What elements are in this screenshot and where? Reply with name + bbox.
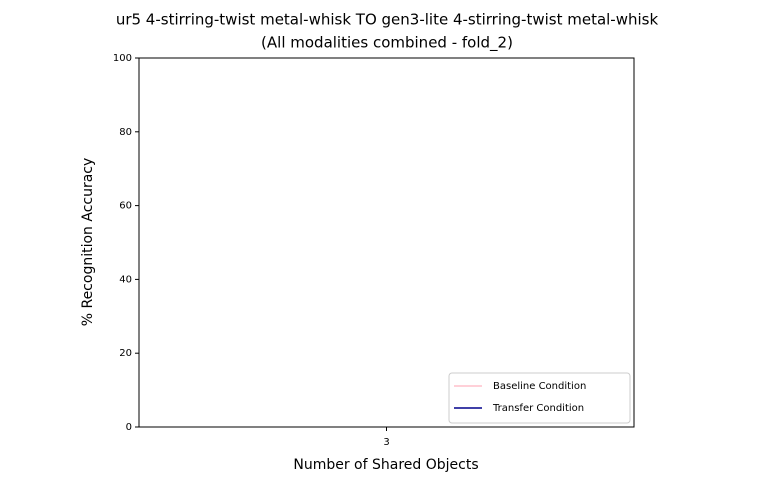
plot-frame <box>138 57 635 428</box>
legend-label: Baseline Condition <box>493 381 586 392</box>
y-tick-label: 20 <box>119 348 132 359</box>
x-tick-label: 3 <box>383 437 389 448</box>
y-tick-label: 60 <box>119 201 132 212</box>
legend-label: Transfer Condition <box>492 403 584 414</box>
y-axis-label: % Recognition Accuracy <box>80 158 96 327</box>
y-tick-label: 40 <box>119 274 132 285</box>
chart-title: (All modalities combined - fold_2) <box>261 34 513 53</box>
y-tick-label: 100 <box>113 53 132 64</box>
legend-box <box>448 372 631 424</box>
x-axis-label: Number of Shared Objects <box>293 457 478 473</box>
chart-title: ur5 4-stirring-twist metal-whisk TO gen3… <box>116 11 659 29</box>
y-tick-label: 80 <box>119 127 132 138</box>
y-tick-label: 0 <box>126 422 132 433</box>
